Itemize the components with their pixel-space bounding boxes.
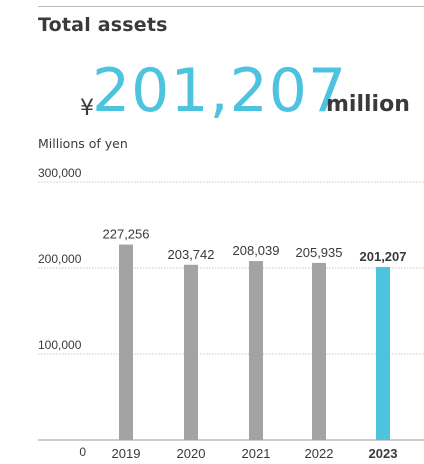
headline-unit: million [326, 92, 410, 117]
top-rule [38, 6, 424, 7]
bar-2023 [376, 266, 390, 440]
bar-value-label: 208,039 [233, 243, 280, 258]
headline-figure: ¥ 201,207 million [0, 56, 424, 132]
currency-symbol: ¥ [80, 96, 94, 121]
bar-value-label: 205,935 [296, 245, 343, 260]
bar-value-label: 203,742 [168, 247, 215, 262]
x-category-label: 2023 [369, 446, 398, 461]
y-tick-label: 200,000 [38, 252, 82, 266]
bar-2020 [184, 264, 198, 440]
x-category-label: 2022 [305, 446, 334, 461]
y-tick-label: 300,000 [38, 166, 82, 180]
bar-2021 [249, 261, 263, 440]
x-category-label: 2019 [112, 446, 141, 461]
bar-2019 [119, 244, 133, 440]
bar-2022 [312, 262, 326, 440]
x-category-label: 2020 [177, 446, 206, 461]
headline-value: 201,207 [92, 56, 348, 126]
bar-value-label: 227,256 [103, 227, 150, 242]
bar-value-label: 201,207 [360, 249, 407, 264]
y-tick-label: 0 [79, 445, 86, 459]
y-tick-label: 100,000 [38, 338, 82, 352]
x-category-label: 2021 [242, 446, 271, 461]
chart-title: Total assets [38, 14, 168, 36]
y-axis-units-label: Millions of yen [38, 136, 128, 151]
bar-chart: 0 100,000 200,000 300,000 227,256 2019 203,742… [38, 166, 424, 461]
